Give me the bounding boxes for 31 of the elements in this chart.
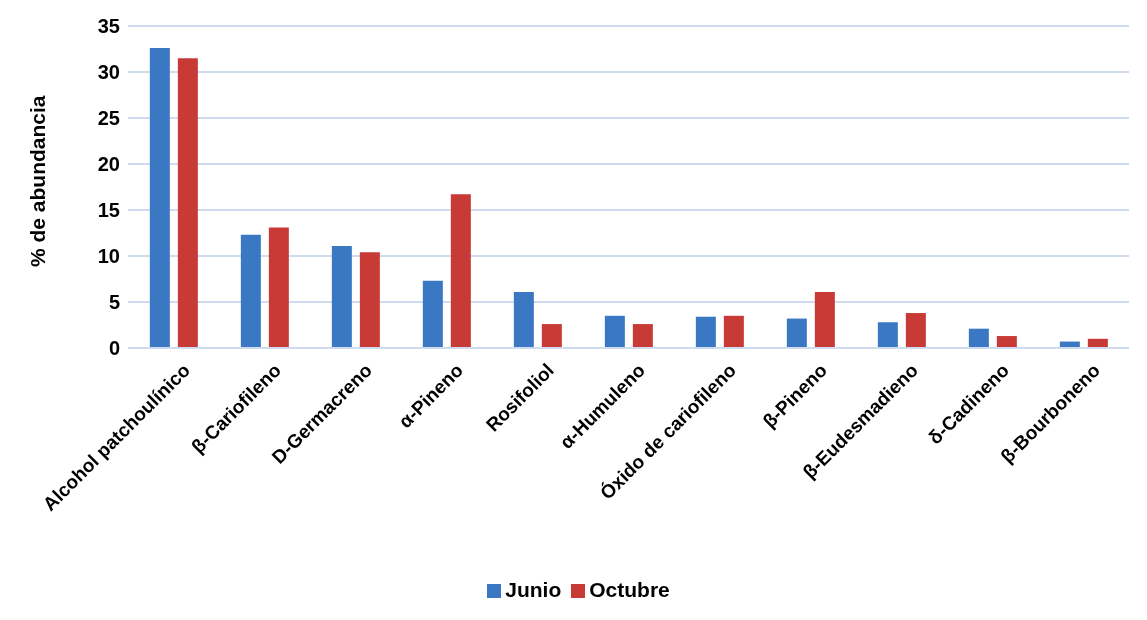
y-tick-label: 10 [97,245,120,268]
bar [541,324,562,348]
y-tick-label: 20 [97,153,120,176]
bar [177,58,198,348]
bar [632,324,653,348]
bar [723,315,744,348]
bar [604,315,625,348]
bar [268,227,289,348]
bar [359,252,380,348]
bar [786,318,807,348]
legend-label: Junio [505,578,562,601]
y-tick-label: 0 [108,337,120,360]
y-axis-title: % de abundancia [26,95,50,267]
bar [513,291,534,348]
bar [877,322,898,348]
y-tick-label: 25 [97,107,120,130]
bar [331,245,352,348]
bar [905,313,926,348]
bar [814,291,835,348]
bar [149,48,170,348]
y-tick-label: 15 [97,199,120,222]
bar [968,328,989,348]
bar [240,234,261,348]
legend-label: Octubre [589,578,670,601]
y-tick-label: 30 [97,61,120,84]
bar [996,336,1017,348]
bar [695,316,716,348]
bar [422,280,443,348]
bar [450,194,471,348]
y-tick-label: 5 [108,291,120,314]
y-tick-label: 35 [97,15,120,38]
